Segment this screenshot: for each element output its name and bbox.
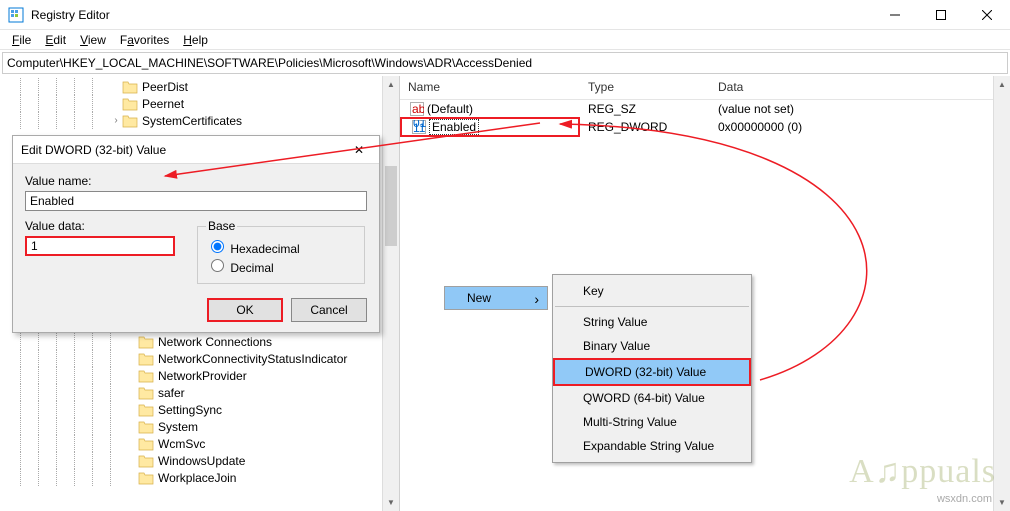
tree-item[interactable]: WorkplaceJoin xyxy=(0,469,399,486)
list-row[interactable]: ab(Default)REG_SZ(value not set) xyxy=(400,100,1010,118)
context-item[interactable]: Expandable String Value xyxy=(553,434,751,458)
value-data-label: Value data: xyxy=(25,219,175,233)
tree-item[interactable]: WindowsUpdate xyxy=(0,452,399,469)
context-item[interactable]: QWORD (64-bit) Value xyxy=(553,386,751,410)
menu-bar: File Edit View Favorites Help xyxy=(0,30,1010,50)
svg-text:ab: ab xyxy=(412,102,424,116)
cancel-button[interactable]: Cancel xyxy=(291,298,367,322)
base-group: Base Hexadecimal Decimal xyxy=(197,219,365,284)
edit-dword-dialog: Edit DWORD (32-bit) Value ✕ Value name: … xyxy=(12,135,380,333)
context-item[interactable]: Key xyxy=(553,279,751,303)
tree-item[interactable]: PeerDist xyxy=(0,78,399,95)
base-legend: Base xyxy=(206,219,237,233)
tree-item[interactable]: safer xyxy=(0,384,399,401)
menu-help[interactable]: Help xyxy=(177,31,214,49)
tree-item[interactable]: Network Connections xyxy=(0,333,399,350)
list-pane[interactable]: Name Type Data ab(Default)REG_SZ(value n… xyxy=(400,76,1010,511)
list-header: Name Type Data xyxy=(400,76,1010,100)
base-hex-radio[interactable] xyxy=(211,240,224,253)
address-bar[interactable]: Computer\HKEY_LOCAL_MACHINE\SOFTWARE\Pol… xyxy=(2,52,1008,74)
base-dec-label: Decimal xyxy=(230,261,273,275)
col-data[interactable]: Data xyxy=(710,76,1010,99)
value-name-label: Value name: xyxy=(25,174,367,188)
menu-file[interactable]: File xyxy=(6,31,37,49)
context-new-parent[interactable]: New xyxy=(444,286,548,310)
maximize-button[interactable] xyxy=(918,0,964,30)
dialog-close-button[interactable]: ✕ xyxy=(347,143,371,157)
context-item[interactable]: Binary Value xyxy=(553,334,751,358)
menu-favorites[interactable]: Favorites xyxy=(114,31,175,49)
ok-button[interactable]: OK xyxy=(207,298,283,322)
base-hex-label: Hexadecimal xyxy=(230,242,299,256)
close-button[interactable] xyxy=(964,0,1010,30)
tree-item[interactable]: Peernet xyxy=(0,95,399,112)
list-scrollbar[interactable]: ▲ ▼ xyxy=(993,76,1010,511)
context-item[interactable]: DWORD (32-bit) Value xyxy=(553,358,751,386)
col-type[interactable]: Type xyxy=(580,76,710,99)
value-data-input[interactable] xyxy=(25,236,175,256)
context-item[interactable]: Multi-String Value xyxy=(553,410,751,434)
value-name-input[interactable] xyxy=(25,191,367,211)
dialog-titlebar[interactable]: Edit DWORD (32-bit) Value ✕ xyxy=(13,136,379,164)
tree-scrollbar[interactable]: ▲ ▼ xyxy=(382,76,399,511)
tree-item[interactable]: WcmSvc xyxy=(0,435,399,452)
menu-view[interactable]: View xyxy=(74,31,112,49)
dialog-title: Edit DWORD (32-bit) Value xyxy=(21,143,166,157)
tree-item[interactable]: NetworkProvider xyxy=(0,367,399,384)
regedit-icon xyxy=(8,7,24,23)
context-new-label[interactable]: New xyxy=(445,287,547,309)
window-title: Registry Editor xyxy=(31,8,872,22)
svg-text:110: 110 xyxy=(413,121,426,134)
list-row[interactable]: 011110EnabledREG_DWORD0x00000000 (0) xyxy=(400,118,1010,136)
col-name[interactable]: Name xyxy=(400,76,580,99)
base-dec-radio[interactable] xyxy=(211,259,224,272)
tree-item[interactable]: ›SystemCertificates xyxy=(0,112,399,129)
tree-item[interactable]: SettingSync xyxy=(0,401,399,418)
menu-edit[interactable]: Edit xyxy=(39,31,72,49)
tree-item[interactable]: NetworkConnectivityStatusIndicator xyxy=(0,350,399,367)
tree-item[interactable]: System xyxy=(0,418,399,435)
context-item[interactable]: String Value xyxy=(553,310,751,334)
context-submenu: Key String ValueBinary ValueDWORD (32-bit… xyxy=(552,274,752,463)
title-bar: Registry Editor xyxy=(0,0,1010,30)
minimize-button[interactable] xyxy=(872,0,918,30)
address-path: Computer\HKEY_LOCAL_MACHINE\SOFTWARE\Pol… xyxy=(7,56,532,70)
